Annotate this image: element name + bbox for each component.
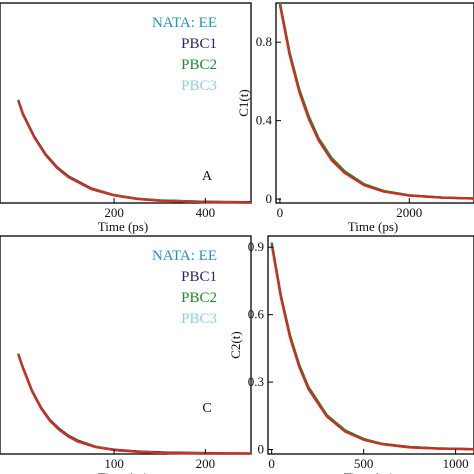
y-axis-label: C2(t) (228, 331, 243, 358)
plot-frame (275, 2, 474, 204)
legend-entry: NATA: EE (152, 248, 217, 264)
x-axis-label: Time (ps) (98, 470, 148, 474)
series-line (17, 100, 252, 204)
x-axis-label: Time (ps) (344, 470, 394, 474)
y-axis-label: C1(t) (236, 89, 251, 116)
x-tick-label: 0 (268, 456, 275, 471)
x-tick-label: 2000 (396, 205, 422, 220)
series-line (17, 353, 252, 455)
series-line (278, 4, 474, 200)
series-line (17, 353, 251, 455)
x-tick-label: 200 (196, 456, 216, 471)
series-line (17, 354, 251, 455)
plot-frame (267, 235, 474, 455)
series-line (270, 242, 474, 451)
series-line (270, 242, 474, 451)
x-tick-label: 1000 (443, 456, 469, 471)
legend-entry: PBC3 (181, 311, 217, 327)
panel-letter: A (202, 169, 213, 184)
y-tick-label: 0.4 (256, 113, 273, 128)
series-line (278, 2, 474, 200)
y-tick-label: 0.6 (248, 307, 265, 322)
x-tick-label: 0 (277, 205, 284, 220)
legend-entry: PBC2 (181, 290, 217, 306)
legend-entry: PBC1 (181, 36, 217, 52)
panel-letter: C (202, 401, 211, 416)
x-tick-label: 400 (196, 205, 216, 220)
series-line (278, 2, 474, 200)
x-axis-label: Time (ps) (98, 219, 148, 234)
plot-frame (0, 2, 252, 204)
legend-entry: PBC1 (181, 269, 217, 285)
panel-d-c2-plot: 0 500 1000 0 0.3 0.6 0.9 Time (ps) C2(t) (228, 235, 474, 474)
legend-entry: NATA: EE (152, 15, 217, 31)
legend-entry: PBC2 (181, 57, 217, 73)
y-tick-label: 0 (258, 442, 265, 457)
series-line (17, 100, 252, 204)
series-line (17, 99, 252, 204)
panel-a-decay-plot: 200 400 Time (ps) NATA: EE PBC1 PBC2 PBC3 A (0, 2, 252, 234)
series-line (270, 242, 474, 451)
y-tick-label: 0.9 (248, 239, 264, 254)
y-tick-label: 0.8 (256, 34, 272, 49)
panel-c-decay-plot: 100 200 Time (ps) NATA: EE PBC1 PBC2 PBC3 C (0, 235, 252, 474)
series-line (270, 244, 474, 451)
legend-entry: PBC3 (181, 78, 217, 94)
x-axis-label: Time (ps) (348, 219, 398, 234)
x-tick-label: 100 (104, 456, 124, 471)
x-tick-label: 500 (354, 456, 374, 471)
plot-frame (0, 235, 252, 455)
series-line (17, 354, 251, 455)
panel-b-c1-plot: 0 2000 0 0.4 0.8 Time (ps) C1(t) (236, 2, 474, 234)
series-line (17, 99, 252, 204)
y-tick-label: 0 (266, 191, 273, 206)
series-line (278, 2, 474, 200)
x-tick-label: 200 (104, 205, 124, 220)
y-tick-label: 0.3 (248, 374, 264, 389)
